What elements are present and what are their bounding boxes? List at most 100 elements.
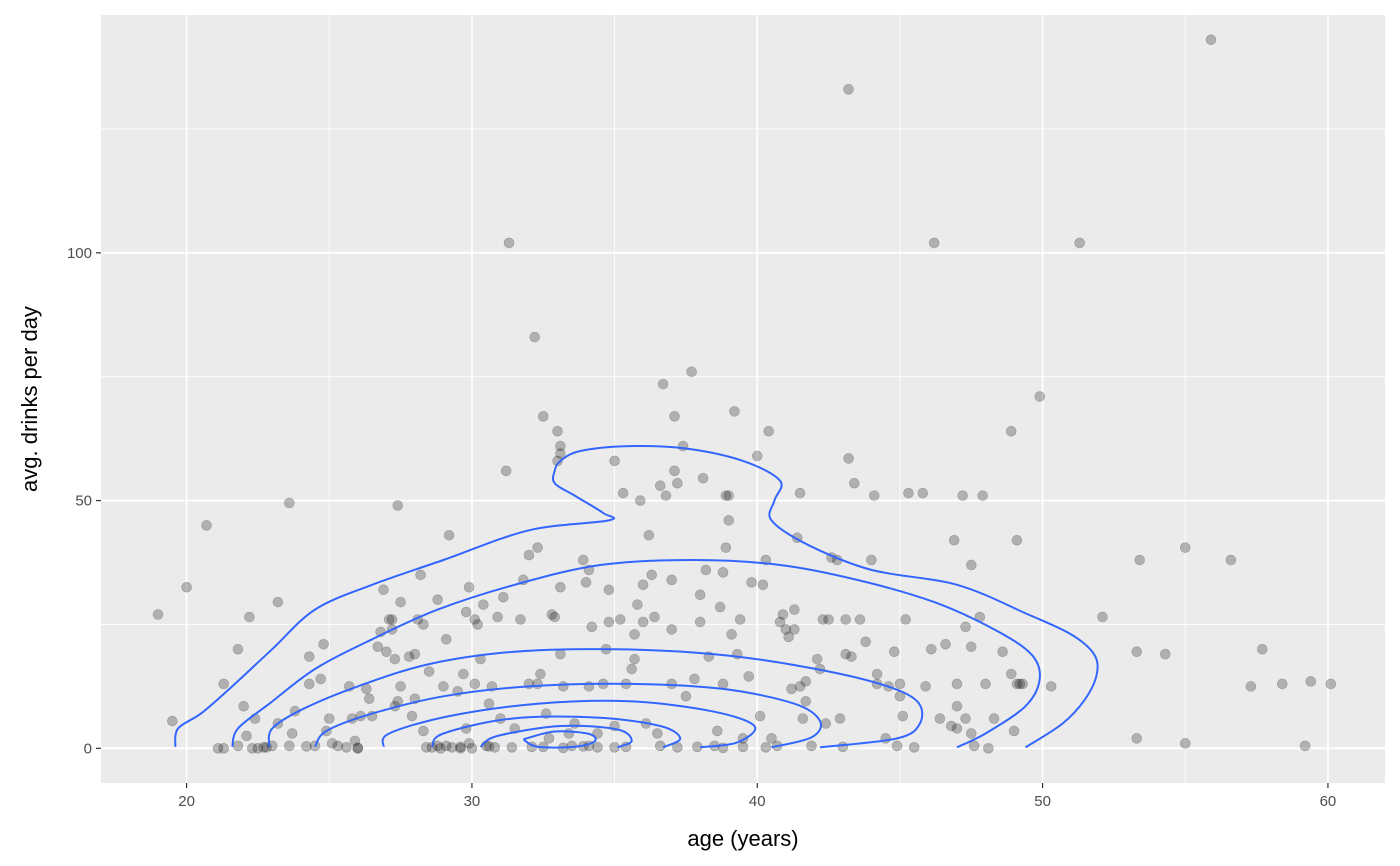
data-point: [960, 621, 971, 633]
density-contour-line: [522, 730, 597, 749]
data-point: [1179, 542, 1191, 553]
data-point: [389, 653, 401, 665]
data-point: [555, 448, 566, 459]
data-point: [352, 743, 364, 754]
plot-panel: [101, 15, 1385, 783]
data-point: [734, 614, 746, 625]
density-contour-line: [479, 724, 633, 749]
data-point: [549, 611, 560, 623]
data-point: [717, 567, 729, 578]
data-point: [820, 718, 832, 729]
y-tick-label: 100: [67, 245, 92, 262]
data-point: [432, 594, 443, 605]
data-point: [435, 743, 446, 754]
data-point: [218, 678, 229, 690]
density-contour-line: [267, 648, 924, 749]
data-point: [980, 678, 991, 690]
data-point: [997, 646, 1008, 657]
data-point: [760, 742, 772, 753]
data-point: [455, 741, 466, 753]
data-point: [352, 742, 364, 754]
data-point: [866, 554, 877, 566]
data-point: [637, 616, 649, 628]
data-point: [860, 636, 871, 648]
data-point: [968, 740, 980, 752]
data-point: [386, 614, 398, 625]
data-point: [552, 425, 563, 437]
data-point: [212, 743, 224, 754]
data-point: [1179, 738, 1191, 749]
data-point: [700, 564, 712, 576]
data-point: [460, 606, 472, 618]
data-point: [843, 453, 854, 464]
data-point: [472, 619, 483, 630]
data-point: [201, 520, 212, 531]
data-point: [469, 678, 481, 690]
data-point: [1011, 534, 1023, 546]
data-point: [786, 683, 797, 695]
data-point: [629, 629, 640, 640]
data-point: [840, 648, 852, 660]
data-point: [834, 713, 846, 724]
data-point: [766, 733, 777, 744]
data-point: [928, 237, 940, 249]
data-point: [1325, 678, 1337, 690]
data-point: [1299, 740, 1311, 752]
data-point: [409, 648, 421, 660]
data-point: [1008, 725, 1020, 737]
y-axis-title: avg. drinks per day: [17, 306, 42, 492]
data-point: [323, 713, 335, 724]
data-point: [657, 378, 669, 390]
data-point: [546, 609, 558, 620]
data-point: [817, 614, 829, 625]
data-point: [420, 742, 432, 753]
data-point: [418, 725, 429, 737]
data-point: [632, 599, 643, 610]
data-point: [543, 733, 555, 744]
x-tick-label: 50: [1034, 793, 1051, 810]
data-point: [440, 634, 452, 645]
data-point: [403, 651, 415, 662]
data-point: [440, 740, 452, 752]
data-point: [617, 487, 629, 499]
data-point: [1005, 668, 1017, 680]
data-point: [726, 629, 737, 640]
data-point: [372, 641, 384, 653]
data-point: [746, 577, 757, 588]
data-point: [717, 678, 729, 690]
data-point: [315, 673, 327, 685]
data-point: [652, 728, 663, 739]
data-point: [286, 728, 298, 739]
data-point: [438, 681, 449, 692]
data-point: [580, 577, 592, 588]
data-point: [392, 500, 404, 511]
data-point: [797, 713, 809, 724]
data-point: [563, 728, 575, 739]
data-point: [794, 487, 806, 499]
data-point: [1045, 681, 1057, 692]
data-point: [1074, 237, 1085, 249]
data-point: [757, 579, 769, 591]
data-point: [634, 495, 646, 506]
data-point: [1005, 425, 1017, 437]
data-point: [363, 693, 375, 705]
data-point: [891, 740, 903, 752]
data-point: [965, 559, 977, 571]
data-point: [1257, 643, 1268, 655]
data-point: [900, 614, 911, 625]
data-point: [241, 730, 252, 742]
data-point: [443, 529, 455, 541]
data-point: [244, 611, 255, 623]
data-point: [503, 237, 515, 249]
data-point: [272, 596, 284, 608]
data-point: [720, 490, 732, 501]
data-point: [723, 490, 735, 501]
data-point: [720, 542, 732, 553]
data-point: [152, 609, 164, 620]
data-point: [341, 742, 352, 753]
data-point: [463, 581, 475, 593]
data-point: [897, 710, 909, 722]
data-point: [846, 651, 857, 662]
data-point: [837, 741, 849, 753]
